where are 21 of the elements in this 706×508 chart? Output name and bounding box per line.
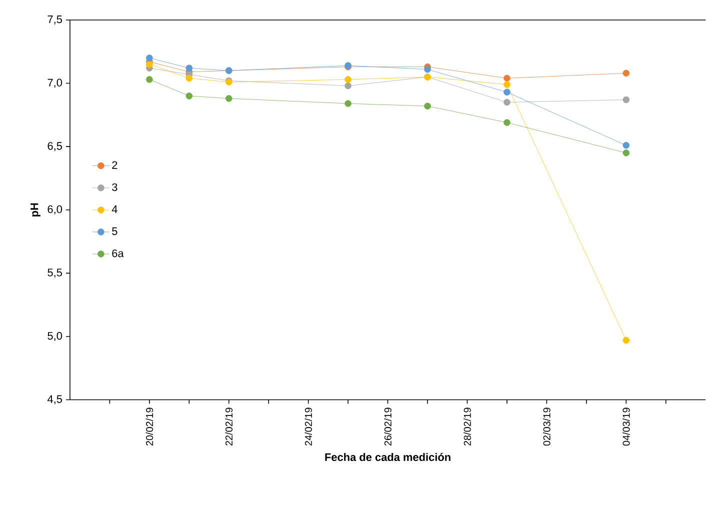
y-tick-label: 6,0 [48,206,62,215]
y-tick-label: 6,5 [48,142,62,152]
y-tick-label: 7,0 [48,78,62,88]
x-tick-label: 28/02/19 [464,408,471,446]
x-tick-label: 24/02/19 [304,408,312,446]
legend-label: 4 [112,206,118,214]
legend-label: 2 [112,161,118,169]
y-axis-title: pH [30,203,40,217]
y-tick-label: 5,5 [48,268,62,278]
legend-label: 6a [112,250,124,258]
x-tick-label: 04/03/19 [622,408,630,446]
y-tick-label: 5,0 [48,332,62,342]
x-tick-label: 20/02/19 [146,408,154,446]
x-tick-label: 26/02/19 [384,408,392,446]
y-tick-label: 4,5 [47,395,62,404]
x-axis-title: Fecha de cada medición [325,453,450,462]
x-tick-label: 22/02/19 [225,408,233,446]
y-tick-label: 7,5 [48,16,62,25]
legend-label: 3 [112,183,118,192]
x-tick-label: 02/03/19 [543,408,550,446]
legend-label: 5 [112,228,118,236]
